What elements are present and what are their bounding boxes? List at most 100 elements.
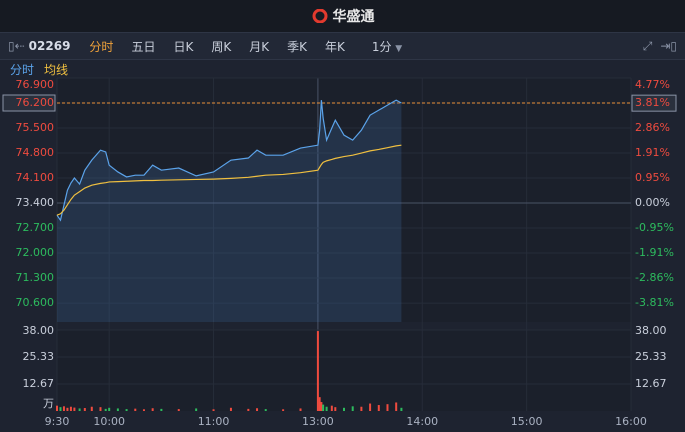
x-tick-label: 15:00 [511, 415, 543, 428]
y-tick-label: 70.600 [16, 296, 55, 309]
y2-tick-label: 25.33 [635, 350, 667, 363]
volume-bar [73, 407, 76, 411]
volume-panel [57, 330, 631, 411]
volume-bar [83, 408, 86, 411]
volume-bar [395, 402, 398, 411]
volume-unit: 万 [43, 397, 54, 410]
volume-bar [316, 331, 319, 411]
toolbar-icons: ⤢ ⇥▯ [643, 39, 677, 54]
volume-bar [229, 407, 232, 411]
volume-bar [108, 407, 111, 411]
volume-bar [212, 409, 215, 411]
volume-bar [282, 409, 285, 411]
y2-tick-label: 0.95% [635, 171, 670, 184]
y2-tick-label: -1.91% [635, 246, 674, 259]
series-line [56, 144, 402, 216]
volume-bar [134, 408, 137, 411]
header: 华盛通 [0, 0, 685, 32]
series-line [56, 99, 402, 222]
x-tick-label: 13:00 [302, 415, 334, 428]
interval-label: 1分 [371, 39, 392, 54]
volume-bar [90, 406, 93, 411]
y-tick-label: 76.200 [16, 96, 55, 109]
volume-bar [334, 407, 337, 411]
tab[interactable]: 月K [249, 39, 270, 54]
legend-entry: 分时 [10, 63, 35, 77]
back-icon[interactable]: ▯⇠ [8, 39, 25, 53]
volume-bar [386, 404, 389, 411]
y-tick-label: 76.900 [16, 78, 55, 91]
tab[interactable]: 分时 [89, 39, 114, 54]
last-price-box [2, 94, 56, 112]
toolbar: ▯⇠ 02269 分时 五日 日K 周K 月K 季K 年K 1分 ▼ ⤢ ⇥▯ [0, 32, 685, 60]
volume-bar [66, 407, 69, 411]
volume-bar [343, 407, 345, 411]
volume-bar [125, 409, 128, 411]
volume-bar [195, 408, 198, 411]
x-tick-label: 11:00 [198, 415, 230, 428]
volume-bar [264, 409, 267, 411]
y2-tick-label: 38.00 [635, 324, 667, 337]
volume-bar [318, 397, 321, 411]
symbol: 02269 [28, 39, 71, 53]
volume-bar [351, 406, 354, 411]
tab[interactable]: 五日 [131, 39, 156, 54]
volume-bar [325, 406, 328, 411]
volume-bar [69, 406, 72, 411]
y-tick-label: 75.500 [16, 121, 55, 134]
y2-tick-label: -3.81% [635, 296, 674, 309]
volume-bar [160, 408, 163, 411]
volume-bar [400, 407, 403, 411]
y-tick-label: 71.300 [16, 271, 55, 284]
volume-bar [78, 408, 81, 411]
y-tick-label: 72.000 [16, 246, 55, 259]
y2-tick-label: 3.81% [635, 96, 670, 109]
volume-bar [330, 405, 333, 411]
volume-bar [99, 407, 102, 411]
x-tick-label: 9:30 [45, 415, 70, 428]
y2-tick-label: 0.00% [635, 196, 670, 209]
volume-bar [360, 406, 363, 411]
y-tick-label: 25.33 [23, 350, 55, 363]
y-tick-label: 72.700 [16, 221, 55, 234]
price-area [57, 100, 402, 322]
tab[interactable]: 日K [173, 39, 194, 54]
volume-bar [377, 405, 380, 411]
fullscreen-icon[interactable]: ⤢ [642, 38, 653, 53]
collapse-icon[interactable]: ⇥▯ [660, 38, 677, 53]
tab[interactable]: 周K [211, 39, 232, 54]
y2-tick-label: 4.77% [635, 78, 670, 91]
logo [312, 9, 327, 23]
volume-bar [256, 408, 259, 411]
volume-bar [62, 406, 65, 411]
y-tick-label: 73.400 [16, 196, 55, 209]
y2-tick-label: -0.95% [635, 221, 674, 234]
volume-bar [56, 405, 58, 411]
tab[interactable]: 年K [324, 39, 345, 54]
y2-tick-label: -2.86% [635, 271, 674, 284]
price-panel [57, 78, 631, 322]
volume-bar [177, 409, 180, 411]
y-tick-label: 38.00 [23, 324, 55, 337]
y2-tick-label: 1.91% [635, 146, 670, 159]
y2-tick-label: 12.67 [635, 377, 667, 390]
legend-entry: 均线 [44, 63, 69, 77]
app-title: 华盛通 [332, 9, 375, 25]
volume-bar [299, 408, 302, 411]
y-tick-label: 74.100 [16, 171, 55, 184]
legend: 分时 均线 [0, 60, 685, 79]
tab[interactable]: 季K [287, 39, 307, 54]
x-tick-label: 14:00 [406, 415, 438, 428]
y-tick-label: 12.67 [23, 377, 55, 390]
volume-bar [320, 402, 323, 411]
last-pct-box [631, 94, 677, 112]
volume-bar [59, 407, 62, 411]
volume-bar [116, 408, 119, 411]
interval[interactable]: 1分 ▼ [371, 39, 403, 54]
volume-bar [104, 408, 107, 411]
volume-bar [151, 408, 154, 411]
volume-bar [322, 404, 325, 411]
volume-bar [247, 408, 250, 411]
